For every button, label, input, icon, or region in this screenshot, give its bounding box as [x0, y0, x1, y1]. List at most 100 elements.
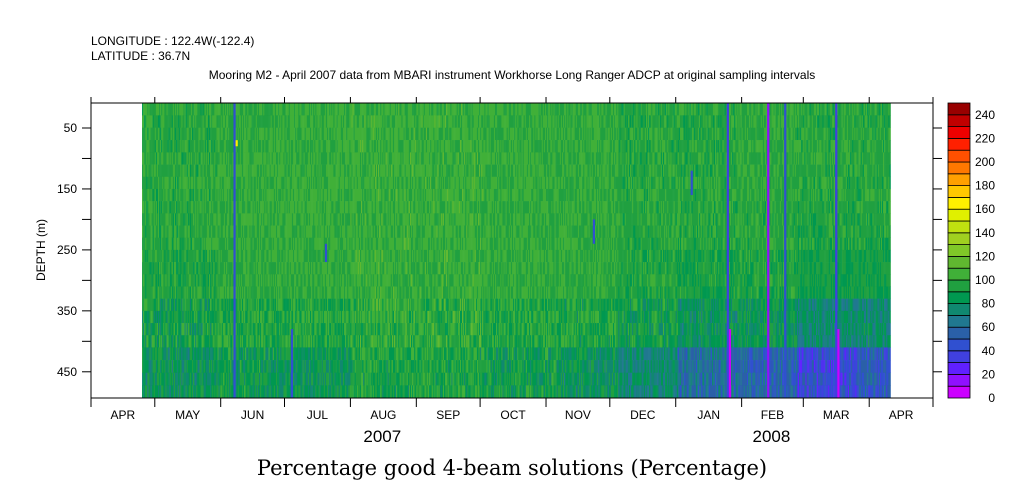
- heatmap-cell: [151, 335, 153, 348]
- heatmap-cell: [201, 298, 203, 312]
- heatmap-cell: [149, 127, 151, 141]
- heatmap-cell: [197, 262, 199, 275]
- heatmap-cell: [186, 274, 189, 287]
- heatmap-cell: [150, 385, 152, 399]
- heatmap-cell: [151, 115, 153, 128]
- heatmap-cell: [143, 286, 145, 299]
- heatmap-cell: [191, 164, 194, 178]
- heatmap-cell: [162, 140, 164, 153]
- heatmap-cell: [203, 274, 206, 287]
- heatmap-cell: [172, 323, 175, 336]
- heatmap-cell: [185, 237, 187, 251]
- heatmap-cell: [155, 237, 158, 251]
- heatmap-cell: [183, 115, 185, 128]
- heatmap-cell: [165, 237, 167, 251]
- heatmap-cell: [176, 127, 178, 141]
- heatmap-cell: [154, 262, 157, 275]
- heatmap-cell: [170, 249, 173, 263]
- heatmap-cell: [148, 140, 150, 153]
- heatmap-cell: [180, 152, 182, 165]
- heatmap-cell: [146, 140, 148, 153]
- heatmap-cell: [198, 237, 200, 251]
- heatmap-cell: [167, 176, 169, 190]
- heatmap-cell: [161, 140, 163, 153]
- heatmap-cell: [180, 225, 182, 239]
- heatmap-cell: [184, 274, 186, 287]
- heatmap-cell: [194, 213, 196, 226]
- heatmap-cell: [172, 201, 175, 214]
- heatmap-cell: [177, 225, 179, 239]
- heatmap-cell: [153, 298, 156, 312]
- heatmap-cell: [166, 201, 168, 214]
- heatmap-cell: [182, 140, 184, 153]
- heatmap-cell: [182, 274, 184, 287]
- heatmap-cell: [200, 115, 202, 128]
- heatmap-cell: [173, 103, 176, 116]
- heatmap-cell: [161, 310, 163, 324]
- heatmap-cell: [185, 385, 187, 399]
- heatmap-cell: [202, 164, 204, 178]
- heatmap-cell: [164, 335, 166, 348]
- heatmap-cell: [174, 115, 177, 128]
- heatmap-cell: [198, 115, 200, 128]
- heatmap-cell: [193, 213, 195, 226]
- heatmap-cell: [174, 262, 177, 275]
- heatmap-cell: [187, 188, 190, 202]
- heatmap-cell: [164, 286, 166, 299]
- heatmap-cell: [191, 335, 194, 348]
- heatmap-cell: [205, 164, 208, 178]
- heatmap-cell: [176, 164, 178, 178]
- heatmap-cell: [170, 286, 173, 299]
- heatmap-cell: [188, 176, 191, 190]
- heatmap-cell: [151, 225, 153, 239]
- heatmap-cell: [160, 140, 162, 153]
- heatmap-cell: [154, 115, 157, 128]
- heatmap-cell: [160, 127, 162, 141]
- heatmap-cell: [145, 140, 147, 153]
- heatmap-cell: [157, 213, 160, 226]
- heatmap-cell: [198, 298, 200, 312]
- heatmap-cell: [163, 127, 165, 141]
- heatmap-cell: [154, 127, 157, 141]
- heatmap-cell: [163, 347, 165, 361]
- heatmap-cell: [155, 347, 158, 361]
- heatmap-cell: [197, 310, 199, 324]
- heatmap-cell: [189, 115, 192, 128]
- heatmap-cell: [185, 103, 187, 116]
- heatmap-cell: [154, 298, 157, 312]
- heatmap-cell: [168, 237, 170, 251]
- heatmap-cell: [164, 103, 166, 116]
- heatmap-cell: [181, 360, 183, 374]
- heatmap-cell: [166, 164, 168, 178]
- heatmap-cell: [203, 372, 206, 386]
- heatmap-cell: [183, 347, 185, 361]
- heatmap-cell: [185, 286, 187, 299]
- heatmap-cell: [165, 127, 167, 141]
- heatmap-cell: [142, 225, 144, 239]
- heatmap-cell: [171, 310, 174, 324]
- heatmap-cell: [186, 103, 189, 116]
- heatmap-cell: [191, 323, 194, 336]
- heatmap-cell: [156, 237, 159, 251]
- heatmap-cell: [154, 164, 157, 178]
- heatmap-cell: [173, 298, 176, 312]
- heatmap-cell: [177, 385, 179, 399]
- heatmap-cell: [144, 188, 146, 202]
- heatmap-cell: [185, 115, 187, 128]
- heatmap-cell: [147, 249, 149, 263]
- heatmap-cell: [187, 140, 190, 153]
- heatmap-cell: [177, 188, 179, 202]
- heatmap-cell: [190, 385, 193, 399]
- heatmap-cell: [162, 237, 164, 251]
- heatmap-cell: [185, 298, 187, 312]
- heatmap-cell: [181, 237, 183, 251]
- heatmap-cell: [150, 140, 152, 153]
- heatmap-cell: [169, 213, 172, 226]
- heatmap-cell: [162, 225, 164, 239]
- heatmap-cell: [176, 213, 178, 226]
- heatmap-cell: [157, 140, 160, 153]
- heatmap-cell: [142, 115, 144, 128]
- heatmap-cell: [199, 347, 201, 361]
- heatmap-cell: [159, 286, 161, 299]
- heatmap-cell: [183, 103, 185, 116]
